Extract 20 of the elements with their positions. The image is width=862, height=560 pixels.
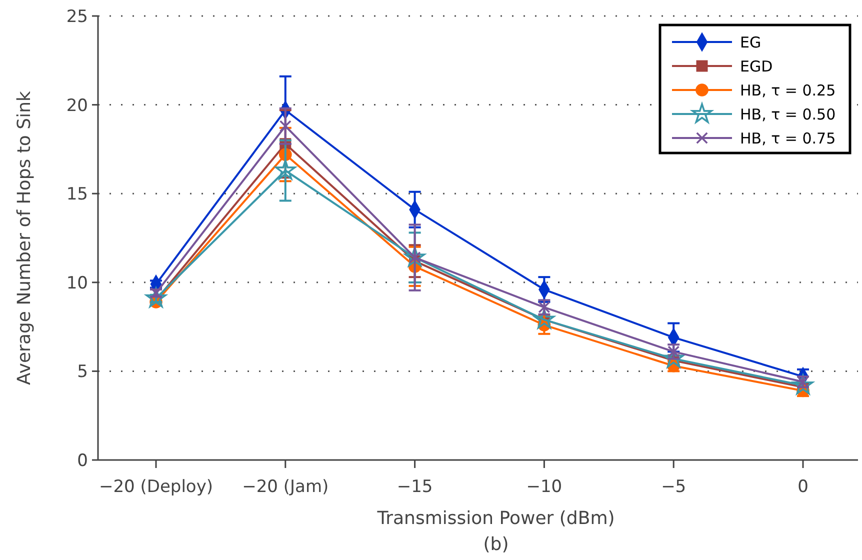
x-tick-label: −5 <box>661 477 686 497</box>
y-tick-label: 5 <box>77 362 88 382</box>
x-tick-label: −20 (Jam) <box>242 477 329 497</box>
x-tick-label: −15 <box>396 477 433 497</box>
legend-label: HB, τ = 0.50 <box>740 105 836 124</box>
y-tick-label: 10 <box>66 273 88 294</box>
legend-label: EG <box>740 33 762 52</box>
legend-label: EGD <box>740 57 773 76</box>
legend-label: HB, τ = 0.75 <box>740 129 836 148</box>
text: (b) <box>483 534 509 555</box>
x-tick-label: 0 <box>798 477 808 497</box>
y-tick-label: 25 <box>66 6 88 27</box>
y-tick-label: 15 <box>66 184 88 205</box>
y-tick-label: 0 <box>77 450 88 471</box>
x-axis-title: Transmission Power (dBm) <box>376 508 615 529</box>
x-tick-label: −10 <box>526 477 562 497</box>
x-tick-label: −20 (Deploy) <box>98 477 214 497</box>
legend-label: HB, τ = 0.25 <box>740 81 836 100</box>
y-tick-label: 20 <box>66 96 88 116</box>
y-axis-title: Average Number of Hops to Sink <box>14 90 35 385</box>
